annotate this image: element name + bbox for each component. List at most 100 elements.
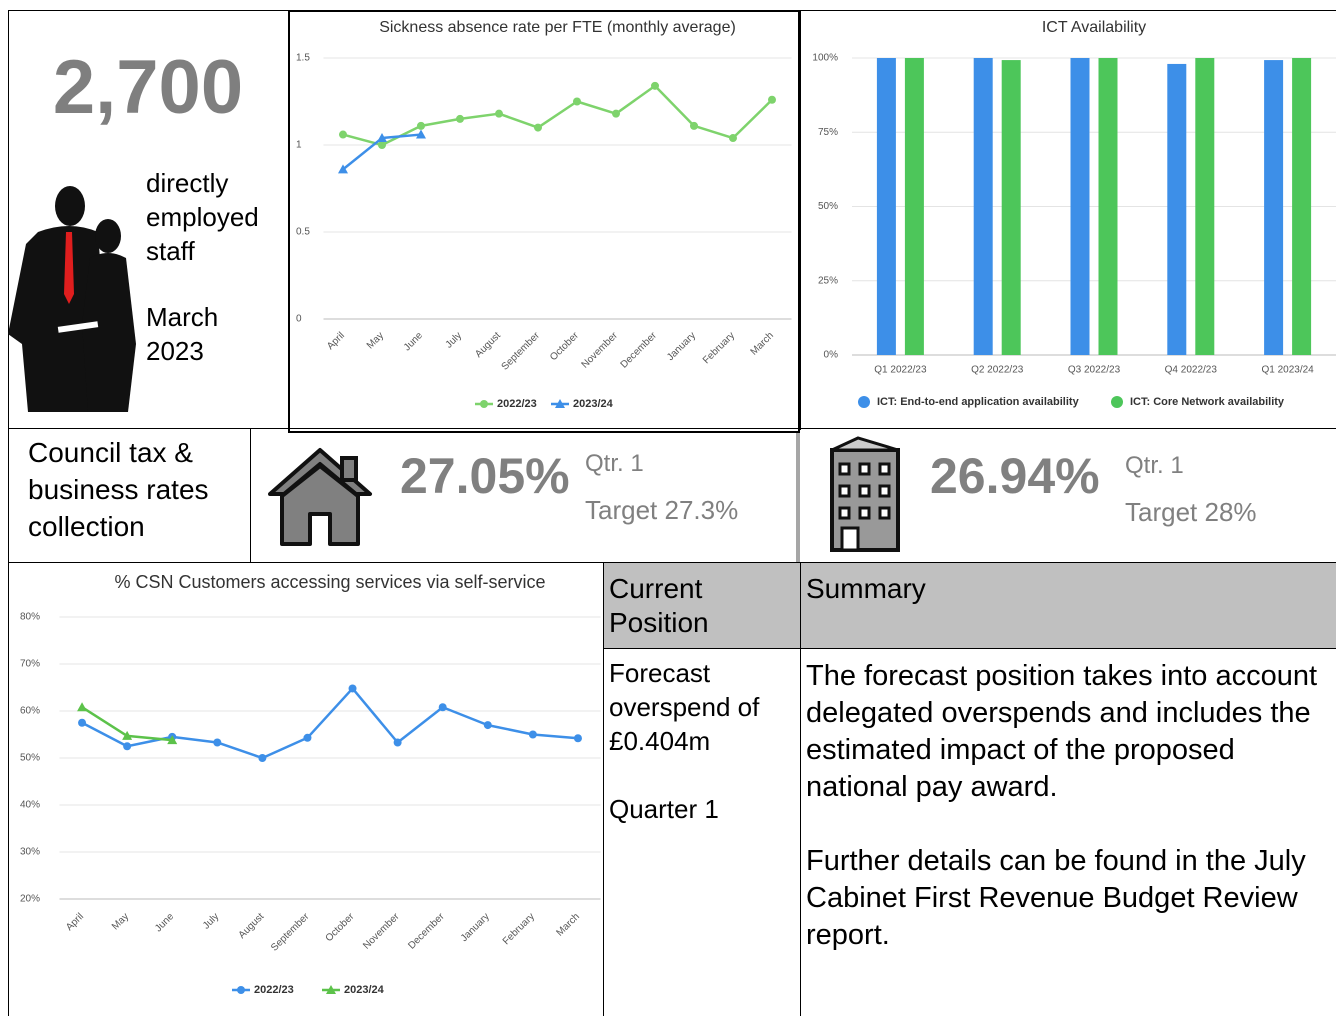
- col-divider: [250, 428, 251, 562]
- x-tick-label: Q1 2023/24: [1261, 365, 1314, 376]
- x-tick-label: July: [201, 911, 221, 931]
- cell-text: Quarter 1: [609, 792, 799, 826]
- council-tax-target: Target 27.3%: [585, 495, 738, 525]
- x-tick-label: November: [361, 911, 402, 952]
- x-tick-label: September: [269, 911, 312, 954]
- cell-text: The forecast position takes into account…: [806, 658, 1331, 806]
- y-tick-label: 40%: [20, 800, 40, 811]
- y-tick-label: 25%: [818, 275, 838, 286]
- x-tick-label: December: [406, 911, 447, 952]
- bar: [1195, 58, 1214, 355]
- council-tax-value: 27.05%: [400, 448, 570, 504]
- series-line: [82, 688, 578, 758]
- y-tick-label: 0%: [824, 350, 839, 361]
- table-cell: Forecast overspend of £0.404m Quarter 1: [609, 656, 799, 860]
- point: [77, 702, 87, 711]
- chart-title: Sickness absence rate per FTE (monthly a…: [379, 19, 736, 36]
- point: [573, 98, 581, 106]
- x-tick-label: February: [501, 911, 537, 947]
- legend-label: 2023/24: [573, 398, 614, 410]
- bar: [1264, 60, 1283, 355]
- y-tick-label: 80%: [20, 612, 40, 623]
- cell-text: Further details can be found in the July…: [806, 843, 1331, 954]
- bar: [1002, 60, 1021, 355]
- legend-marker: [858, 396, 870, 408]
- business-rates-period: Qtr. 1: [1125, 452, 1184, 480]
- legend-marker: [1111, 396, 1123, 408]
- x-tick-label: April: [64, 911, 86, 933]
- legend-marker: [237, 986, 245, 994]
- x-tick-label: January: [459, 911, 492, 944]
- chart-title: ICT Availability: [1042, 19, 1146, 36]
- point: [534, 124, 542, 132]
- table-cell: The forecast position takes into account…: [806, 658, 1331, 988]
- legend-label: 2023/24: [344, 984, 385, 996]
- y-tick-label: 0.5: [296, 227, 310, 238]
- y-tick-label: 50%: [818, 201, 838, 212]
- point: [729, 134, 737, 142]
- chart: Sickness absence rate per FTE (monthly a…: [288, 10, 800, 432]
- point: [484, 721, 492, 729]
- point: [349, 684, 357, 692]
- x-tick-label: March: [555, 911, 582, 938]
- x-tick-label: August: [237, 911, 267, 941]
- point: [78, 719, 86, 727]
- bar: [877, 58, 896, 355]
- x-tick-label: April: [325, 330, 347, 352]
- y-tick-label: 0: [296, 314, 302, 325]
- point: [612, 110, 620, 118]
- legend-label: 2022/23: [497, 398, 537, 410]
- bar: [1292, 58, 1311, 355]
- bar: [974, 58, 993, 355]
- point: [213, 738, 221, 746]
- x-tick-label: November: [580, 330, 621, 371]
- point: [394, 738, 402, 746]
- y-tick-label: 1: [296, 140, 302, 151]
- point: [456, 115, 464, 123]
- bar: [1099, 58, 1118, 355]
- x-tick-label: October: [548, 330, 581, 363]
- x-tick-label: August: [473, 330, 503, 360]
- point: [303, 734, 311, 742]
- chart: % CSN Customers accessing services via s…: [8, 563, 603, 1016]
- staff-description: directly employed staff: [146, 166, 281, 268]
- legend-label: ICT: End-to-end application availability: [877, 396, 1080, 408]
- table-header: Current Position: [609, 572, 797, 640]
- y-tick-label: 20%: [20, 894, 40, 905]
- y-tick-label: 100%: [812, 53, 838, 64]
- x-tick-label: June: [153, 911, 176, 934]
- x-tick-label: October: [324, 911, 357, 944]
- point: [574, 734, 582, 742]
- x-tick-label: January: [665, 330, 698, 363]
- point: [339, 131, 347, 139]
- y-tick-label: 50%: [20, 753, 40, 764]
- x-tick-label: March: [749, 330, 776, 357]
- x-tick-label: September: [500, 330, 543, 373]
- x-tick-label: May: [110, 911, 131, 932]
- x-tick-label: Q4 2022/23: [1165, 365, 1218, 376]
- y-tick-label: 30%: [20, 847, 40, 858]
- y-tick-label: 70%: [20, 659, 40, 670]
- x-tick-label: July: [444, 330, 464, 350]
- legend-marker: [480, 400, 488, 408]
- bar: [1167, 64, 1186, 355]
- x-tick-label: June: [402, 330, 425, 353]
- y-tick-label: 60%: [20, 706, 40, 717]
- table-header: Summary: [806, 572, 1326, 606]
- point: [123, 742, 131, 750]
- point: [378, 141, 386, 149]
- point: [258, 754, 266, 762]
- collection-label: Council tax & business rates collection: [28, 434, 243, 545]
- point: [651, 82, 659, 90]
- x-tick-label: February: [701, 330, 737, 366]
- staff-count: 2,700: [8, 48, 288, 128]
- point: [417, 122, 425, 130]
- house-icon: [266, 444, 374, 548]
- col-divider: [796, 432, 800, 562]
- point: [529, 731, 537, 739]
- y-tick-label: 75%: [818, 127, 838, 138]
- x-tick-label: Q2 2022/23: [971, 365, 1024, 376]
- x-tick-label: May: [365, 330, 386, 351]
- staff-icon: [8, 184, 146, 412]
